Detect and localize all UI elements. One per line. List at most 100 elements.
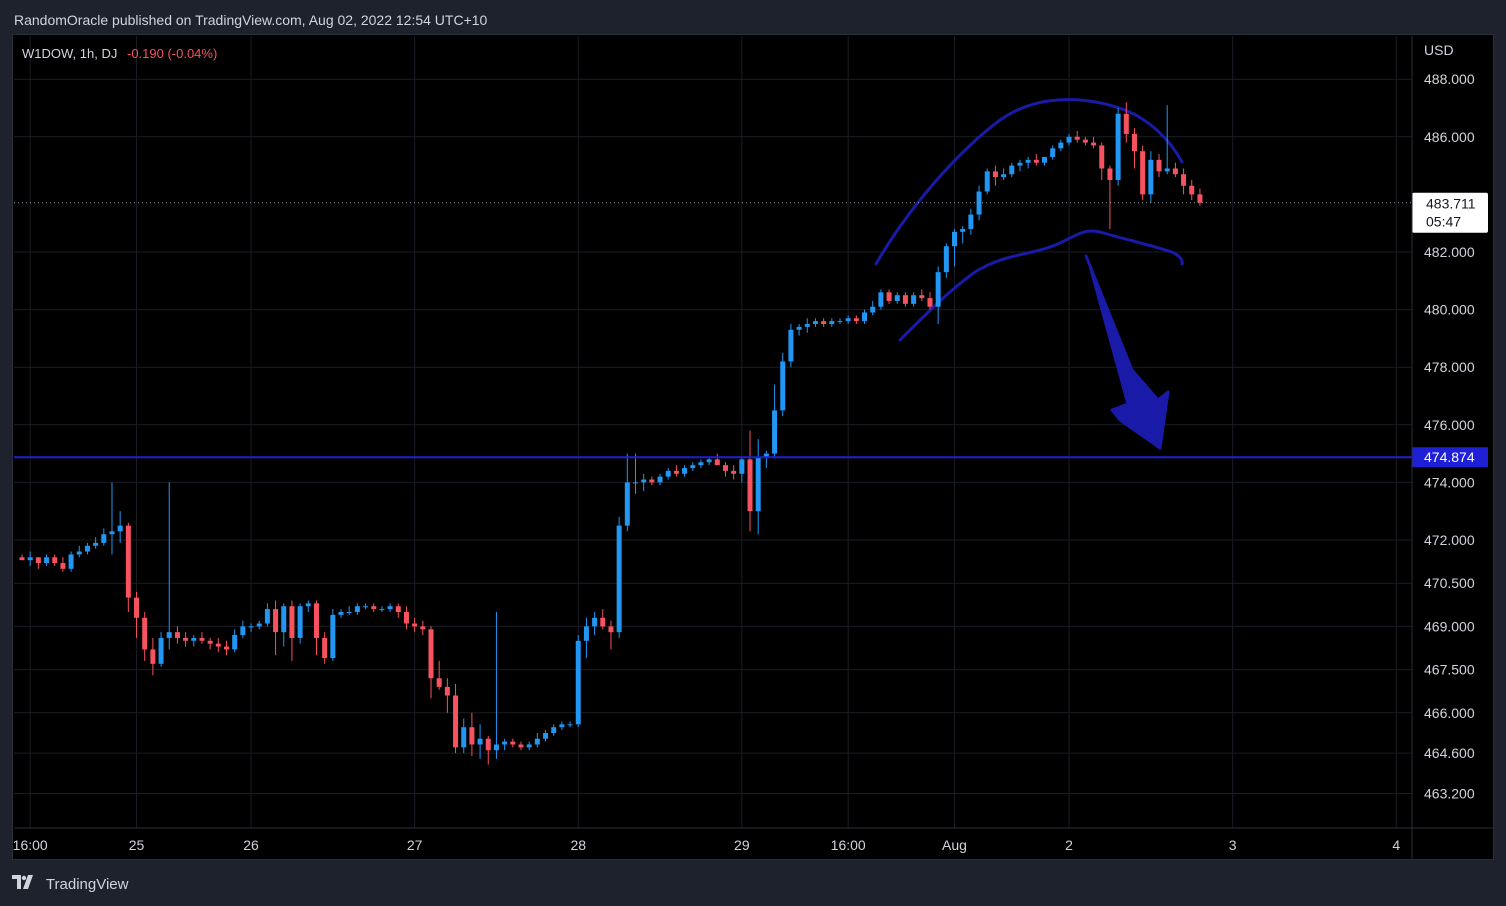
level-price-badge [1412, 447, 1488, 468]
candle-body [1050, 148, 1056, 157]
candle-body [788, 329, 794, 362]
candle-body [1197, 194, 1203, 203]
candle-body [682, 468, 688, 474]
candle-body [821, 321, 827, 324]
candle-body [633, 482, 638, 484]
candle-body [125, 525, 131, 598]
candle-body [796, 326, 802, 330]
symbol-legend[interactable]: W1DOW, 1h, DJ -0.190 (-0.04%) [22, 44, 217, 64]
candle-body [44, 557, 50, 564]
candle-body [1181, 174, 1187, 186]
footer-brand-text: TradingView [45, 876, 129, 893]
candle-body [1033, 159, 1039, 163]
candle-body [469, 727, 475, 745]
candle-body [543, 732, 549, 739]
candle-body [739, 459, 745, 474]
candle-body [363, 606, 369, 608]
candle-body [583, 626, 589, 641]
candle-body [927, 298, 933, 307]
chart-pane[interactable] [12, 34, 1494, 860]
candle-body [812, 321, 818, 324]
chart-grid [14, 36, 1412, 828]
candle-body [641, 479, 647, 483]
x-tick-label: 28 [570, 837, 586, 853]
candle-body [731, 470, 737, 474]
candle-body [1140, 151, 1146, 195]
candle-body [968, 214, 974, 229]
lower-arc-drawing [898, 229, 1184, 342]
candle-body [510, 741, 516, 745]
footer-branding[interactable]: TradingView [12, 874, 128, 896]
candle-body [943, 246, 949, 273]
candle-body [1066, 136, 1072, 143]
candle-body [1017, 162, 1023, 166]
candle-body [960, 228, 966, 232]
candle-body [354, 606, 360, 612]
candle-body [657, 476, 663, 483]
last-price-badge [1412, 192, 1488, 233]
candle-body [886, 292, 892, 301]
candle-body [60, 563, 66, 569]
candle-body [804, 324, 810, 327]
candle-body [616, 525, 622, 633]
price-change: -0.190 (-0.04%) [126, 46, 218, 61]
candle-body [673, 470, 679, 474]
candle-body [224, 646, 229, 650]
y-tick-label: 482.000 [1424, 244, 1475, 260]
candle-body [780, 361, 786, 411]
tradingview-logo-icon [12, 874, 36, 896]
y-tick-label: 480.000 [1424, 302, 1475, 318]
candle-body [395, 606, 401, 612]
candle-body [1074, 136, 1080, 140]
symbol-label: W1DOW, 1h, DJ [22, 46, 118, 61]
candle-body [502, 741, 508, 745]
bar-countdown-label: 05:47 [1426, 214, 1461, 230]
candle-body [477, 738, 483, 745]
candle-body [1009, 165, 1015, 175]
candle-body [387, 606, 393, 610]
candle-body [976, 191, 982, 215]
candle-body [952, 231, 958, 247]
x-tick-label: 16:00 [831, 837, 866, 853]
y-tick-label: 472.000 [1424, 532, 1475, 548]
candle-body [1042, 156, 1047, 163]
x-tick-label: 2 [1065, 837, 1073, 853]
candle-body [1025, 159, 1031, 163]
candle-body [772, 410, 778, 454]
candle-body [93, 542, 99, 546]
y-tick-label: 466.000 [1424, 705, 1475, 721]
candle-body [935, 272, 941, 307]
y-tick-label: 486.000 [1424, 129, 1475, 145]
x-tick-label: 16:00 [13, 837, 48, 853]
candle-body [134, 597, 140, 618]
candle-body [1148, 159, 1154, 195]
candle-body [232, 635, 238, 650]
candle-body [837, 321, 843, 323]
candle-body [518, 744, 524, 748]
down-arrow-drawing [1084, 254, 1170, 450]
candle-body [215, 643, 221, 647]
candle-body [84, 545, 90, 552]
candle-body [755, 456, 761, 512]
candle-body [273, 609, 279, 633]
candle-body [453, 695, 459, 748]
candle-body [158, 637, 164, 664]
candle-body [1172, 168, 1178, 175]
candle-body [183, 637, 189, 641]
candle-body [346, 612, 352, 613]
candle-body [1107, 168, 1113, 180]
candle-body [1115, 113, 1121, 180]
candle-body [248, 626, 254, 628]
chart-drawings [874, 98, 1184, 450]
level-price-label: 474.874 [1424, 449, 1475, 465]
y-tick-label: 463.200 [1424, 785, 1475, 801]
candle-body [109, 531, 115, 535]
candle-body [878, 292, 884, 307]
candle-body [1189, 185, 1195, 195]
candle-body [289, 606, 295, 638]
candle-body [845, 318, 851, 322]
candle-body [575, 640, 581, 725]
y-tick-label: 469.000 [1424, 618, 1475, 634]
candle-body [150, 649, 156, 664]
